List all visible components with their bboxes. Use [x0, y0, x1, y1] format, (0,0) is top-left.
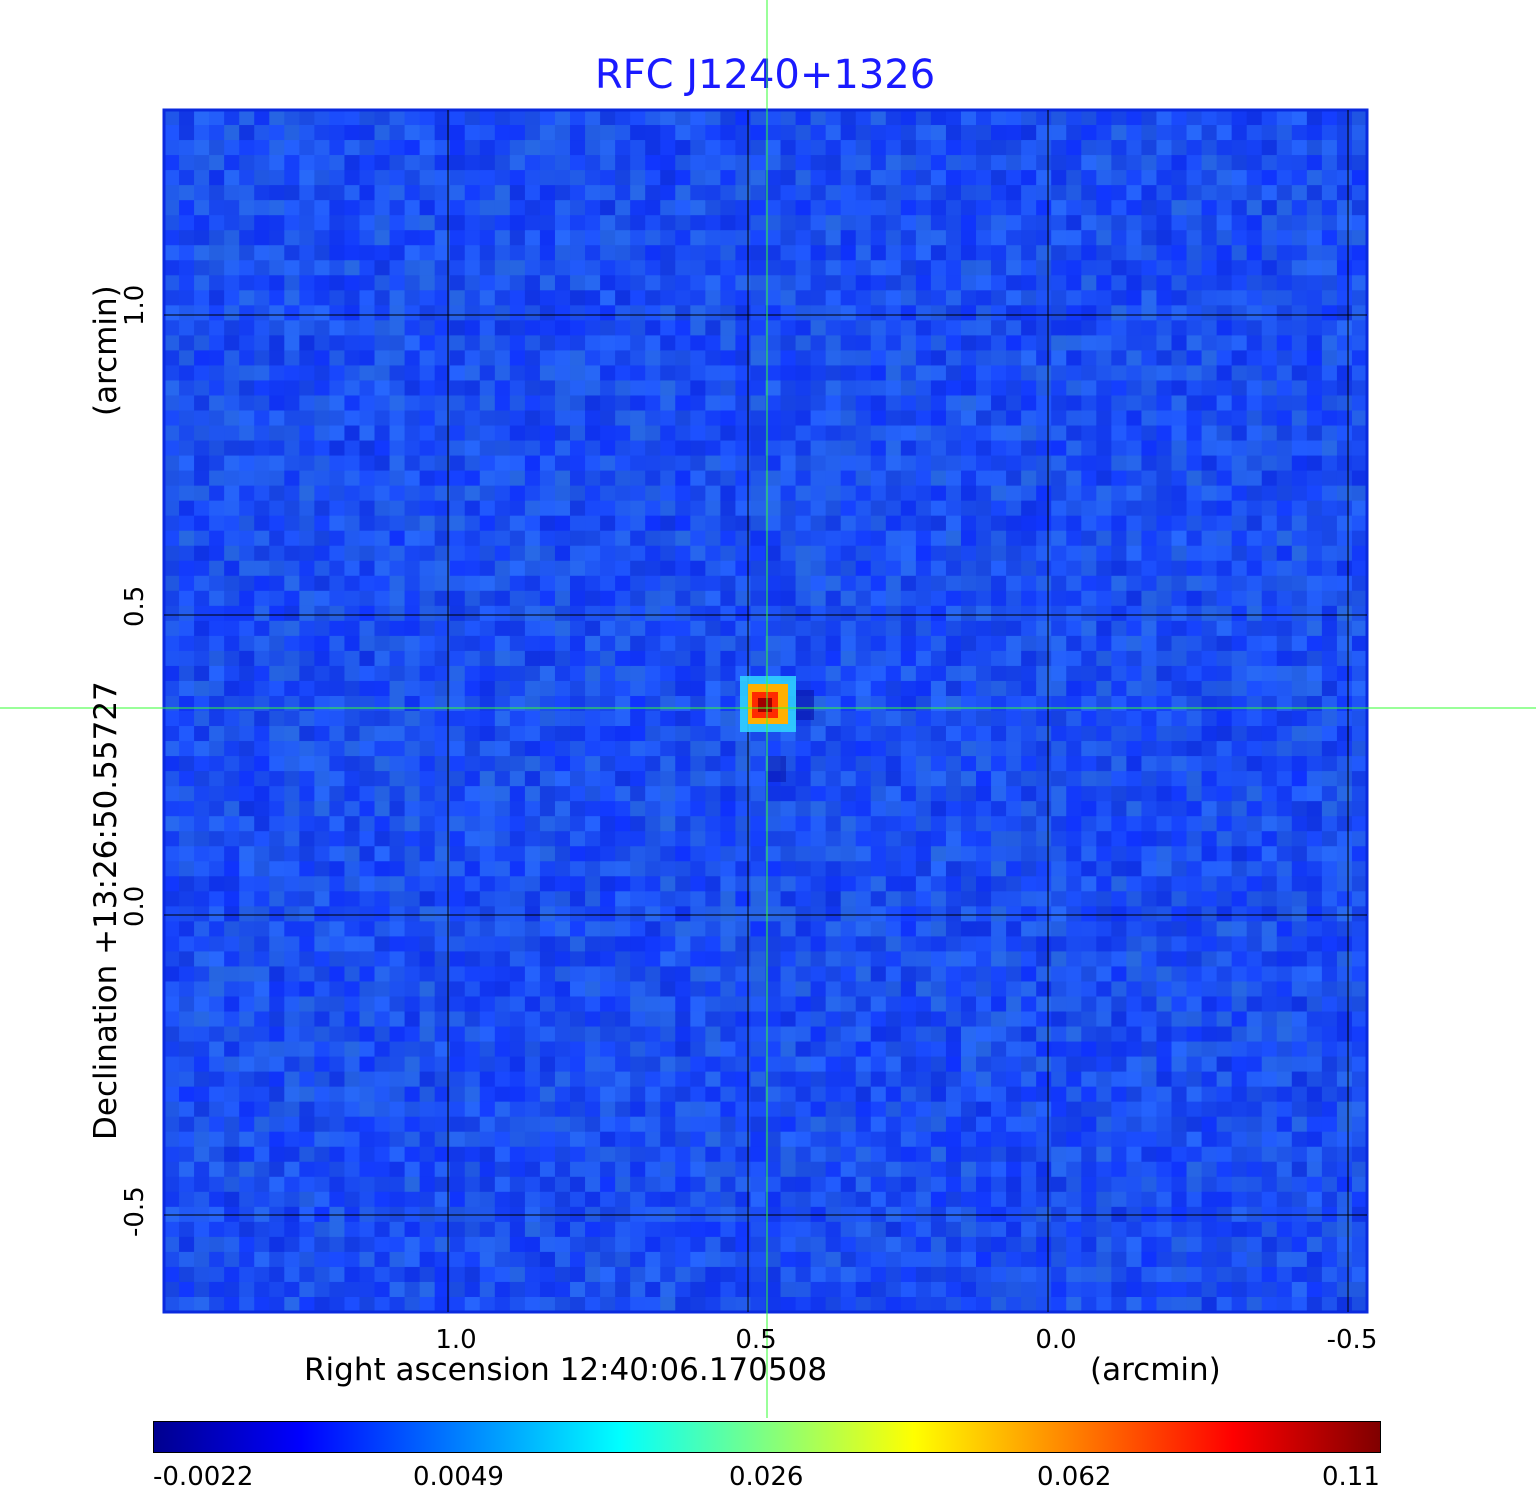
colorbar	[153, 1421, 1381, 1453]
y-axis-label: Declination +13:26:50.55727	[88, 681, 124, 1140]
y-tick-label: 0.5	[120, 585, 150, 627]
image-frame	[162, 108, 1369, 1314]
x-tick-label: 0.5	[735, 1325, 777, 1355]
colorbar-tick-label: 0.0049	[413, 1462, 504, 1492]
x-tick-label: 1.0	[435, 1325, 477, 1355]
source-blob	[740, 676, 814, 782]
y-tick-label: 0.0	[120, 885, 150, 927]
colorbar-tick-label: 0.062	[1037, 1462, 1112, 1492]
y-tick-label: 1.0	[120, 284, 150, 326]
y-axis-unit: (arcmin)	[88, 285, 124, 416]
colorbar-tick-label: 0.026	[729, 1462, 804, 1492]
colorbar-tick-label: -0.0022	[153, 1462, 254, 1492]
x-tick-label: -0.5	[1326, 1325, 1378, 1355]
x-axis-label: Right ascension 12:40:06.170508	[304, 1352, 828, 1388]
x-axis-unit: (arcmin)	[1090, 1352, 1221, 1388]
colorbar-tick-label: 0.11	[1322, 1462, 1380, 1492]
plot-title: RFC J1240+1326	[594, 52, 936, 98]
y-tick-label: -0.5	[120, 1186, 150, 1237]
x-tick-label: 0.0	[1035, 1325, 1077, 1355]
